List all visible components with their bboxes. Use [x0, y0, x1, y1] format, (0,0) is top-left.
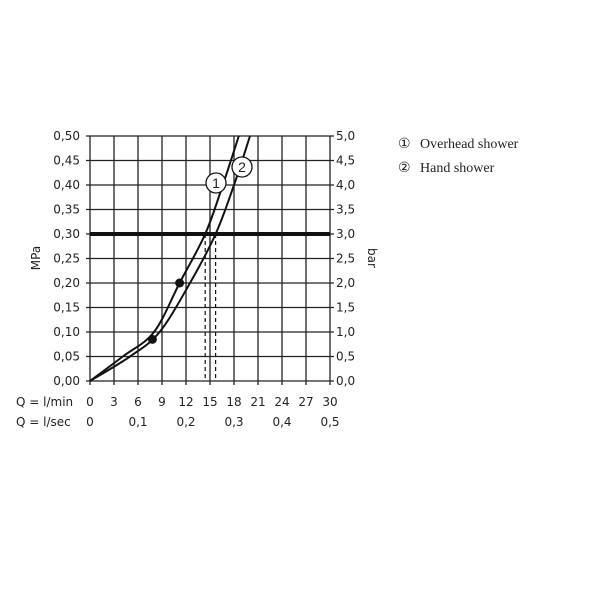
grid — [86, 135, 334, 385]
x-tick-label-lmin: 27 — [298, 395, 313, 409]
legend-symbol-2: ② — [398, 161, 411, 176]
x-axis-label-lsec: Q = l/sec — [16, 415, 71, 429]
series-marker-circle-2 — [231, 156, 253, 178]
y-tick-label-left: 0,20 — [53, 276, 80, 290]
series-dot-1 — [175, 278, 185, 288]
y-tick-label-right: 0,5 — [336, 350, 355, 364]
x-tick-label-lmin: 15 — [202, 395, 217, 409]
legend: ① Overhead shower ② Hand shower — [398, 137, 519, 176]
y-tick-label-left: 0,50 — [53, 129, 80, 143]
y-tick-label-right: 3,5 — [336, 203, 355, 217]
y-tick-label-left: 0,15 — [53, 301, 80, 315]
y-tick-label-right: 4,5 — [336, 154, 355, 168]
y-tick-label-right: 3,0 — [336, 227, 355, 241]
y-axis-label-left: MPa — [29, 246, 43, 270]
legend-label-1: Overhead shower — [420, 137, 519, 152]
x-tick-label-lmin: 9 — [158, 395, 166, 409]
series-marks: 12 — [89, 135, 330, 382]
y-tick-label-right: 1,0 — [336, 325, 355, 339]
tick-labels: 0 3 6 9 12 15 18 21 24 27 300 0,1 0,2 0,3 0,4 0,5Q = l/… — [16, 129, 355, 429]
y-tick-label-right: 4,0 — [336, 178, 355, 192]
y-tick-label-right: 1,5 — [336, 301, 355, 315]
legend-symbol-1: ① — [398, 137, 411, 152]
x-tick-label-lmin: 24 — [274, 395, 289, 409]
x-tick-label-lmin: 12 — [178, 395, 193, 409]
x-tick-label-lmin: 0 — [86, 395, 94, 409]
x-tick-label-lsec: 0,3 — [224, 415, 243, 429]
y-tick-label-left: 0,05 — [53, 350, 80, 364]
x-tick-label-lsec: 0,5 — [320, 415, 339, 429]
x-tick-label-lmin: 3 — [110, 395, 118, 409]
y-tick-label-left: 0,10 — [53, 325, 80, 339]
series-marker-label-1: 1 — [212, 175, 220, 191]
y-tick-label-left: 0,45 — [53, 154, 80, 168]
x-tick-label-lmin: 30 — [322, 395, 337, 409]
y-tick-label-left: 0,00 — [53, 374, 80, 388]
legend-label-2: Hand shower — [420, 161, 495, 176]
y-axis-label-right: bar — [365, 248, 379, 268]
x-tick-label-lsec: 0 — [86, 415, 94, 429]
y-tick-label-left: 0,35 — [53, 203, 80, 217]
series-marker-label-2: 2 — [238, 159, 246, 175]
y-tick-label-right: 2,0 — [336, 276, 355, 290]
y-tick-label-right: 5,0 — [336, 129, 355, 143]
y-tick-label-right: 0,0 — [336, 374, 355, 388]
x-tick-label-lmin: 21 — [250, 395, 265, 409]
y-tick-label-left: 0,25 — [53, 252, 80, 266]
x-tick-label-lsec: 0,2 — [176, 415, 195, 429]
x-axis-label-lmin: Q = l/min — [16, 395, 73, 409]
x-tick-label-lsec: 0,4 — [272, 415, 291, 429]
x-tick-label-lmin: 6 — [134, 395, 142, 409]
x-tick-label-lsec: 0,1 — [128, 415, 147, 429]
y-tick-label-right: 2,5 — [336, 252, 355, 266]
series-line-2 — [89, 135, 251, 382]
series-dot-2 — [147, 334, 157, 344]
y-tick-label-left: 0,30 — [53, 227, 80, 241]
series-marker-circle-1 — [205, 172, 227, 194]
y-tick-label-left: 0,40 — [53, 178, 80, 192]
x-tick-label-lmin: 18 — [226, 395, 241, 409]
